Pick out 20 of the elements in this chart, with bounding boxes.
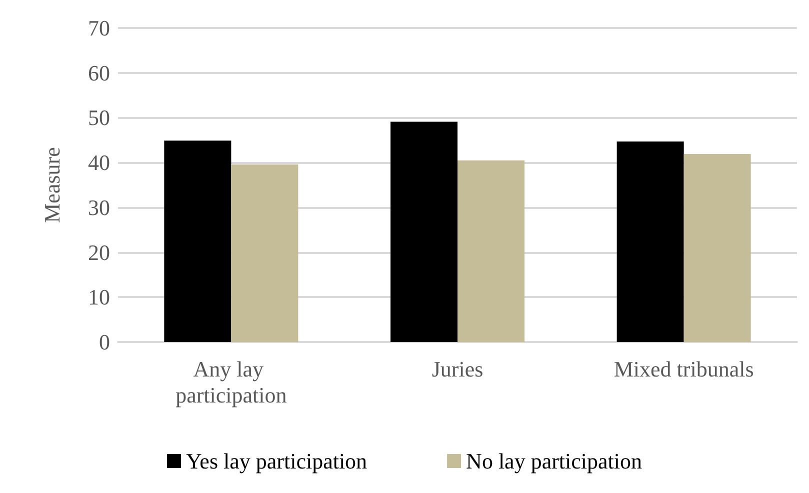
x-tick-label: Any lay participation bbox=[176, 356, 287, 408]
y-tick-label: 30 bbox=[88, 194, 110, 220]
bar bbox=[164, 140, 232, 342]
y-axis-title: Measure bbox=[40, 147, 64, 223]
bar bbox=[458, 160, 524, 342]
legend-label: Yes lay participation bbox=[186, 448, 368, 474]
y-tick-label: 60 bbox=[88, 60, 110, 86]
bar bbox=[616, 141, 684, 342]
y-tick-label: 50 bbox=[88, 105, 110, 130]
bar bbox=[684, 154, 751, 342]
x-tick-label: Juries bbox=[432, 356, 484, 382]
bar bbox=[231, 164, 298, 342]
y-tick-label: 10 bbox=[88, 284, 110, 310]
y-tick-label: 70 bbox=[88, 16, 110, 40]
x-tick-label: Mixed tribunals bbox=[614, 356, 754, 382]
y-tick-label: 0 bbox=[99, 330, 110, 354]
legend-label: No lay participation bbox=[466, 448, 642, 474]
bar bbox=[390, 122, 458, 342]
y-tick-label: 40 bbox=[88, 150, 110, 176]
y-tick-label: 20 bbox=[88, 240, 110, 265]
